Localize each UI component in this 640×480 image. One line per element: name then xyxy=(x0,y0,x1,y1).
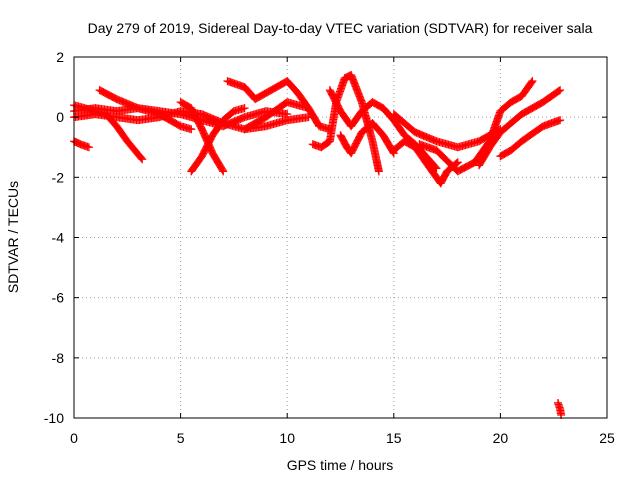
y-tick-label: -2 xyxy=(52,169,65,185)
data-series xyxy=(70,71,566,419)
x-axis-label: GPS time / hours xyxy=(287,457,394,473)
x-tick-label: 5 xyxy=(177,430,185,446)
series-arc-8 xyxy=(223,77,313,113)
data-point xyxy=(453,158,462,167)
axis-ticks: 0 5 10 15 20 25 -10 -8 -6 -4 -2 0 2 xyxy=(44,49,615,446)
data-point xyxy=(240,104,249,113)
chart-title: Day 279 of 2019, Sidereal Day-to-day VTE… xyxy=(88,20,593,36)
data-point xyxy=(528,77,537,86)
series-arc-6 xyxy=(176,98,228,176)
series-arc-1 xyxy=(70,137,93,152)
data-point xyxy=(84,143,93,152)
y-tick-label: 2 xyxy=(56,49,64,65)
x-tick-label: 20 xyxy=(493,430,509,446)
x-tick-label: 15 xyxy=(386,430,402,446)
data-point xyxy=(554,86,563,95)
series-arc-17 xyxy=(496,116,565,161)
x-tick-label: 0 xyxy=(70,430,78,446)
data-point xyxy=(138,155,147,164)
series-arc-16 xyxy=(475,86,565,170)
data-point xyxy=(219,167,228,176)
series-arc-5 xyxy=(95,86,196,134)
data-point xyxy=(527,78,536,87)
series-arc-15 xyxy=(415,77,537,176)
data-point xyxy=(374,167,383,176)
series-arc-9 xyxy=(240,98,334,134)
y-tick-label: -8 xyxy=(52,350,65,366)
data-point xyxy=(556,116,565,125)
y-tick-label: -10 xyxy=(44,410,64,426)
x-tick-label: 10 xyxy=(279,430,295,446)
data-point xyxy=(218,166,227,175)
y-axis-label: SDTVAR / TECUs xyxy=(5,181,21,293)
data-point xyxy=(137,154,146,163)
data-point xyxy=(556,86,565,95)
y-tick-label: -4 xyxy=(52,230,65,246)
series-arc-18 xyxy=(553,398,566,419)
series-arc-12 xyxy=(336,119,398,158)
y-tick-label: -6 xyxy=(52,290,65,306)
data-point xyxy=(187,125,196,134)
y-tick-label: 0 xyxy=(56,109,64,125)
x-tick-label: 25 xyxy=(599,430,615,446)
series-arc-7 xyxy=(187,104,249,176)
